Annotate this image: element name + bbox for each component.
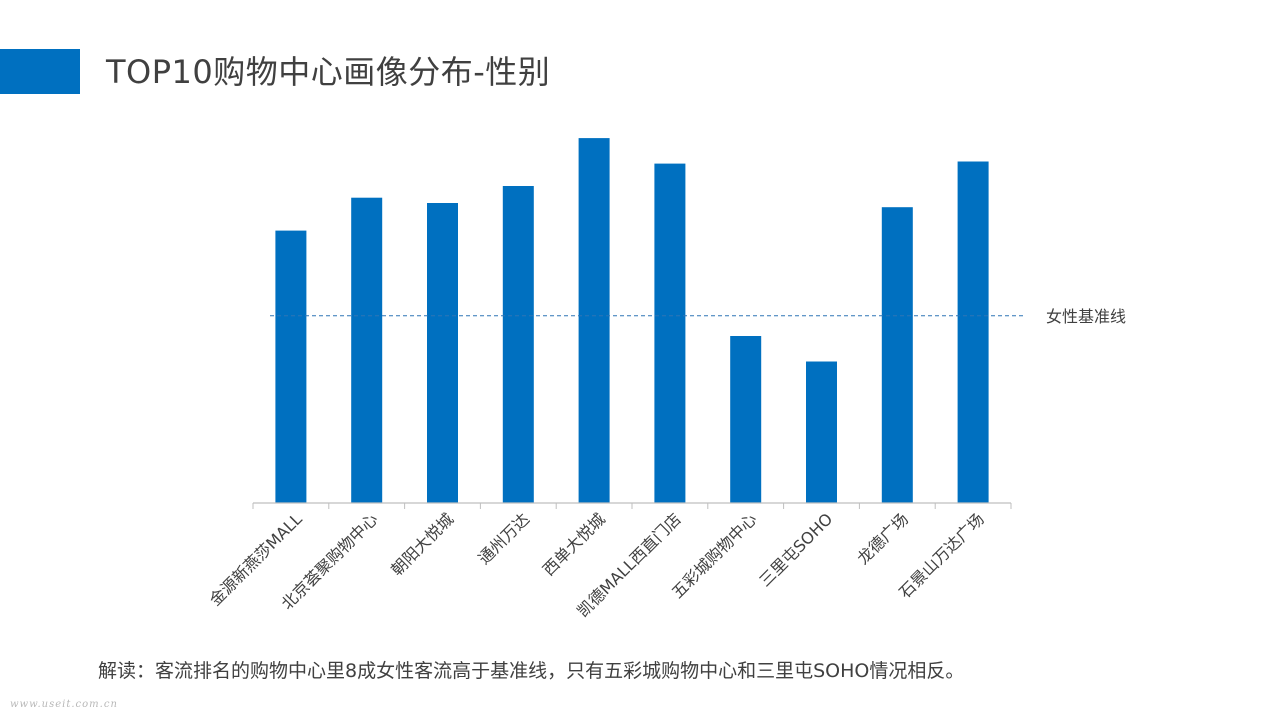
bar-6 [654,163,686,503]
title-accent-bar [0,49,80,94]
female-baseline-label: 女性基准线 [1046,307,1126,326]
x-axis-ticks [252,503,1012,509]
x-label-9: 龙德广场 [853,509,912,568]
bar-9 [881,207,913,503]
interpretation-note: 解读：客流排名的购物中心里8成女性客流高于基准线，只有五彩城购物中心和三里屯SO… [98,660,965,682]
bar-1 [275,230,307,503]
x-label-5: 西单大悦城 [539,509,609,579]
bar-8 [806,361,837,503]
bar-5 [578,138,610,503]
x-label-3: 朝阳大悦城 [387,509,457,579]
bar-3 [427,203,458,503]
x-label-8: 三里屯SOHO [755,509,836,590]
bar-10 [957,161,989,503]
bar-7 [730,336,762,503]
bar-4 [502,186,534,503]
bar-2 [351,197,383,503]
watermark: www.useit.com.cn [10,699,118,710]
page-title: TOP10购物中心画像分布-性别 [106,53,551,91]
bars-group [275,138,989,503]
x-label-4: 通州万达 [474,509,533,568]
